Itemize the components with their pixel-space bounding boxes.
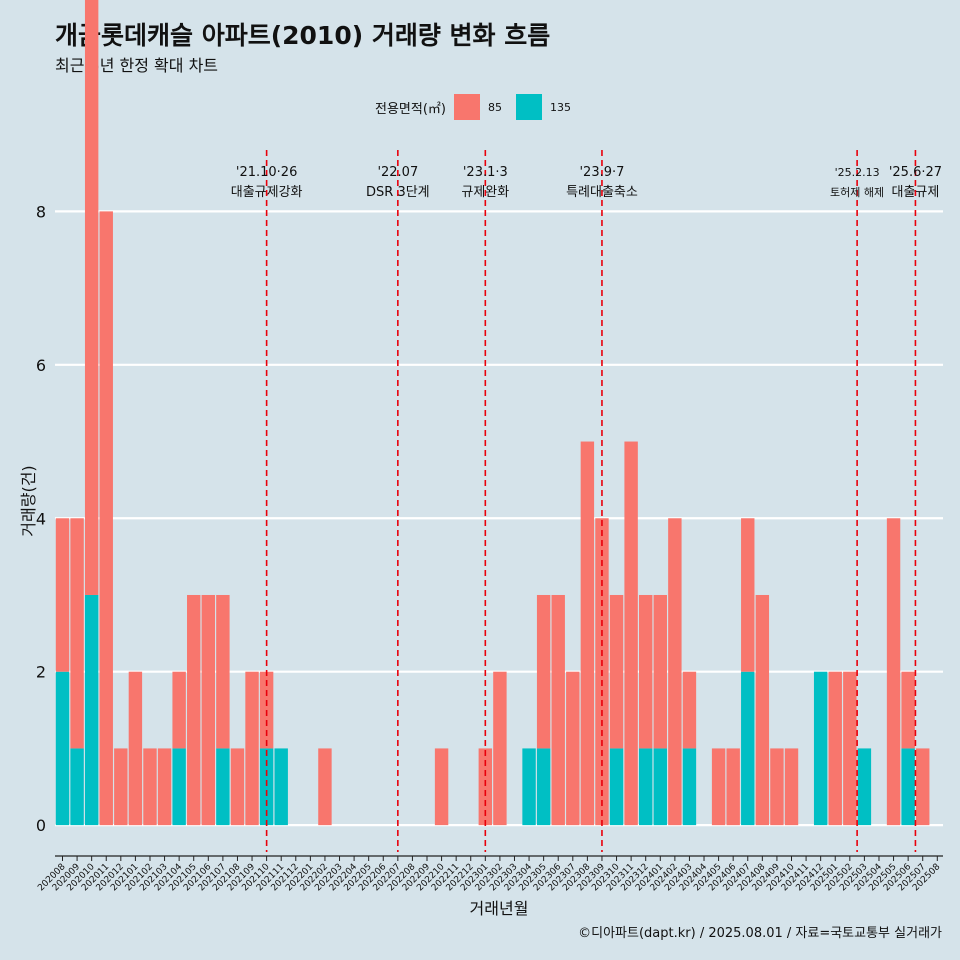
event-date-label: '23.1·3 bbox=[463, 165, 508, 180]
legend-label-85: 85 bbox=[487, 100, 502, 114]
bar-135 bbox=[172, 748, 186, 826]
source-caption: ©디아파트(dapt.kr) / 2025.08.01 / 자료=국토교통부 실… bbox=[578, 926, 942, 941]
bar-85 bbox=[668, 518, 682, 826]
bar-85 bbox=[770, 748, 784, 826]
bar-135 bbox=[901, 748, 915, 826]
bar-85 bbox=[741, 518, 755, 672]
bar-135 bbox=[638, 748, 653, 826]
bar-85 bbox=[55, 518, 70, 672]
bar-85 bbox=[143, 748, 157, 826]
event-date-label: '23.9·7 bbox=[579, 165, 624, 180]
bar-85 bbox=[114, 748, 128, 826]
bar-85 bbox=[245, 671, 259, 826]
bar-85 bbox=[726, 748, 740, 826]
y-tick-label: 6 bbox=[36, 356, 46, 375]
bar-85 bbox=[172, 671, 186, 749]
y-tick-label: 4 bbox=[36, 509, 46, 528]
event-text-label: 토허제 해제 bbox=[830, 185, 884, 199]
bar-135 bbox=[274, 748, 288, 826]
bar-85 bbox=[828, 671, 842, 826]
event-date-label: '25.6·27 bbox=[889, 165, 942, 180]
bar-85 bbox=[536, 594, 551, 749]
bar-85 bbox=[318, 748, 332, 826]
bar-85 bbox=[609, 594, 624, 749]
bar-135 bbox=[682, 748, 697, 826]
bar-135 bbox=[259, 748, 274, 826]
bar-85 bbox=[216, 594, 230, 749]
legend-label-135: 135 bbox=[549, 100, 571, 114]
bar-85 bbox=[755, 594, 770, 826]
bar-135 bbox=[55, 671, 70, 826]
bar-85 bbox=[551, 594, 565, 826]
bar-85 bbox=[916, 748, 930, 826]
bar-85 bbox=[901, 671, 915, 749]
bar-85 bbox=[128, 671, 143, 826]
bar-85 bbox=[711, 748, 726, 826]
bar-85 bbox=[478, 748, 493, 826]
bar-135 bbox=[70, 748, 84, 826]
legend-key-135 bbox=[515, 94, 542, 120]
bar-85 bbox=[580, 441, 595, 826]
bar-85 bbox=[201, 594, 216, 826]
event-text-label: 대출규제 bbox=[892, 185, 940, 200]
y-tick-label: 8 bbox=[36, 202, 46, 221]
event-text-label: 규제완화 bbox=[461, 185, 509, 200]
bar-135 bbox=[813, 671, 828, 826]
bar-135 bbox=[609, 748, 624, 826]
bar-135 bbox=[741, 671, 755, 826]
y-axis-title: 거래량(건) bbox=[19, 465, 38, 536]
bar-85 bbox=[886, 518, 901, 826]
legend: 전용면적(㎡) 85 135 bbox=[0, 94, 960, 120]
chart-title: 개금롯데캐슬 아파트(2010) 거래량 변화 흐름 bbox=[55, 21, 551, 50]
bar-85 bbox=[784, 748, 799, 826]
bar-135 bbox=[216, 748, 230, 826]
bar-85 bbox=[157, 748, 172, 826]
bar-135 bbox=[536, 748, 551, 826]
y-tick-label: 2 bbox=[36, 663, 46, 682]
bar-85 bbox=[682, 671, 697, 749]
event-date-label: '25.2.13 bbox=[835, 166, 880, 179]
bar-135 bbox=[857, 748, 872, 826]
bar-85 bbox=[84, 0, 99, 595]
legend-title: 전용면적(㎡) bbox=[375, 101, 446, 117]
event-date-label: '22.07 bbox=[377, 165, 418, 180]
bar-85 bbox=[187, 594, 201, 826]
bar-85 bbox=[99, 211, 113, 826]
bar-85 bbox=[434, 748, 449, 826]
bar-85 bbox=[624, 441, 638, 826]
bar-85 bbox=[230, 748, 245, 826]
bar-135 bbox=[653, 748, 667, 826]
bar-85 bbox=[638, 594, 653, 749]
bar-85 bbox=[653, 594, 667, 749]
event-text-label: 대출규제강화 bbox=[231, 185, 303, 200]
bar-85 bbox=[843, 671, 857, 826]
bar-85 bbox=[566, 671, 580, 826]
event-date-label: '21.10·26 bbox=[236, 165, 297, 180]
legend-key-85 bbox=[453, 94, 480, 120]
bar-85 bbox=[70, 518, 84, 749]
event-text-label: 특례대출축소 bbox=[566, 185, 638, 200]
bar-135 bbox=[84, 594, 99, 826]
x-axis-title: 거래년월 bbox=[470, 899, 529, 918]
y-tick-label: 0 bbox=[36, 816, 46, 835]
event-text-label: DSR 3단계 bbox=[366, 185, 430, 200]
bar-85 bbox=[493, 671, 507, 826]
bar-135 bbox=[522, 748, 536, 826]
